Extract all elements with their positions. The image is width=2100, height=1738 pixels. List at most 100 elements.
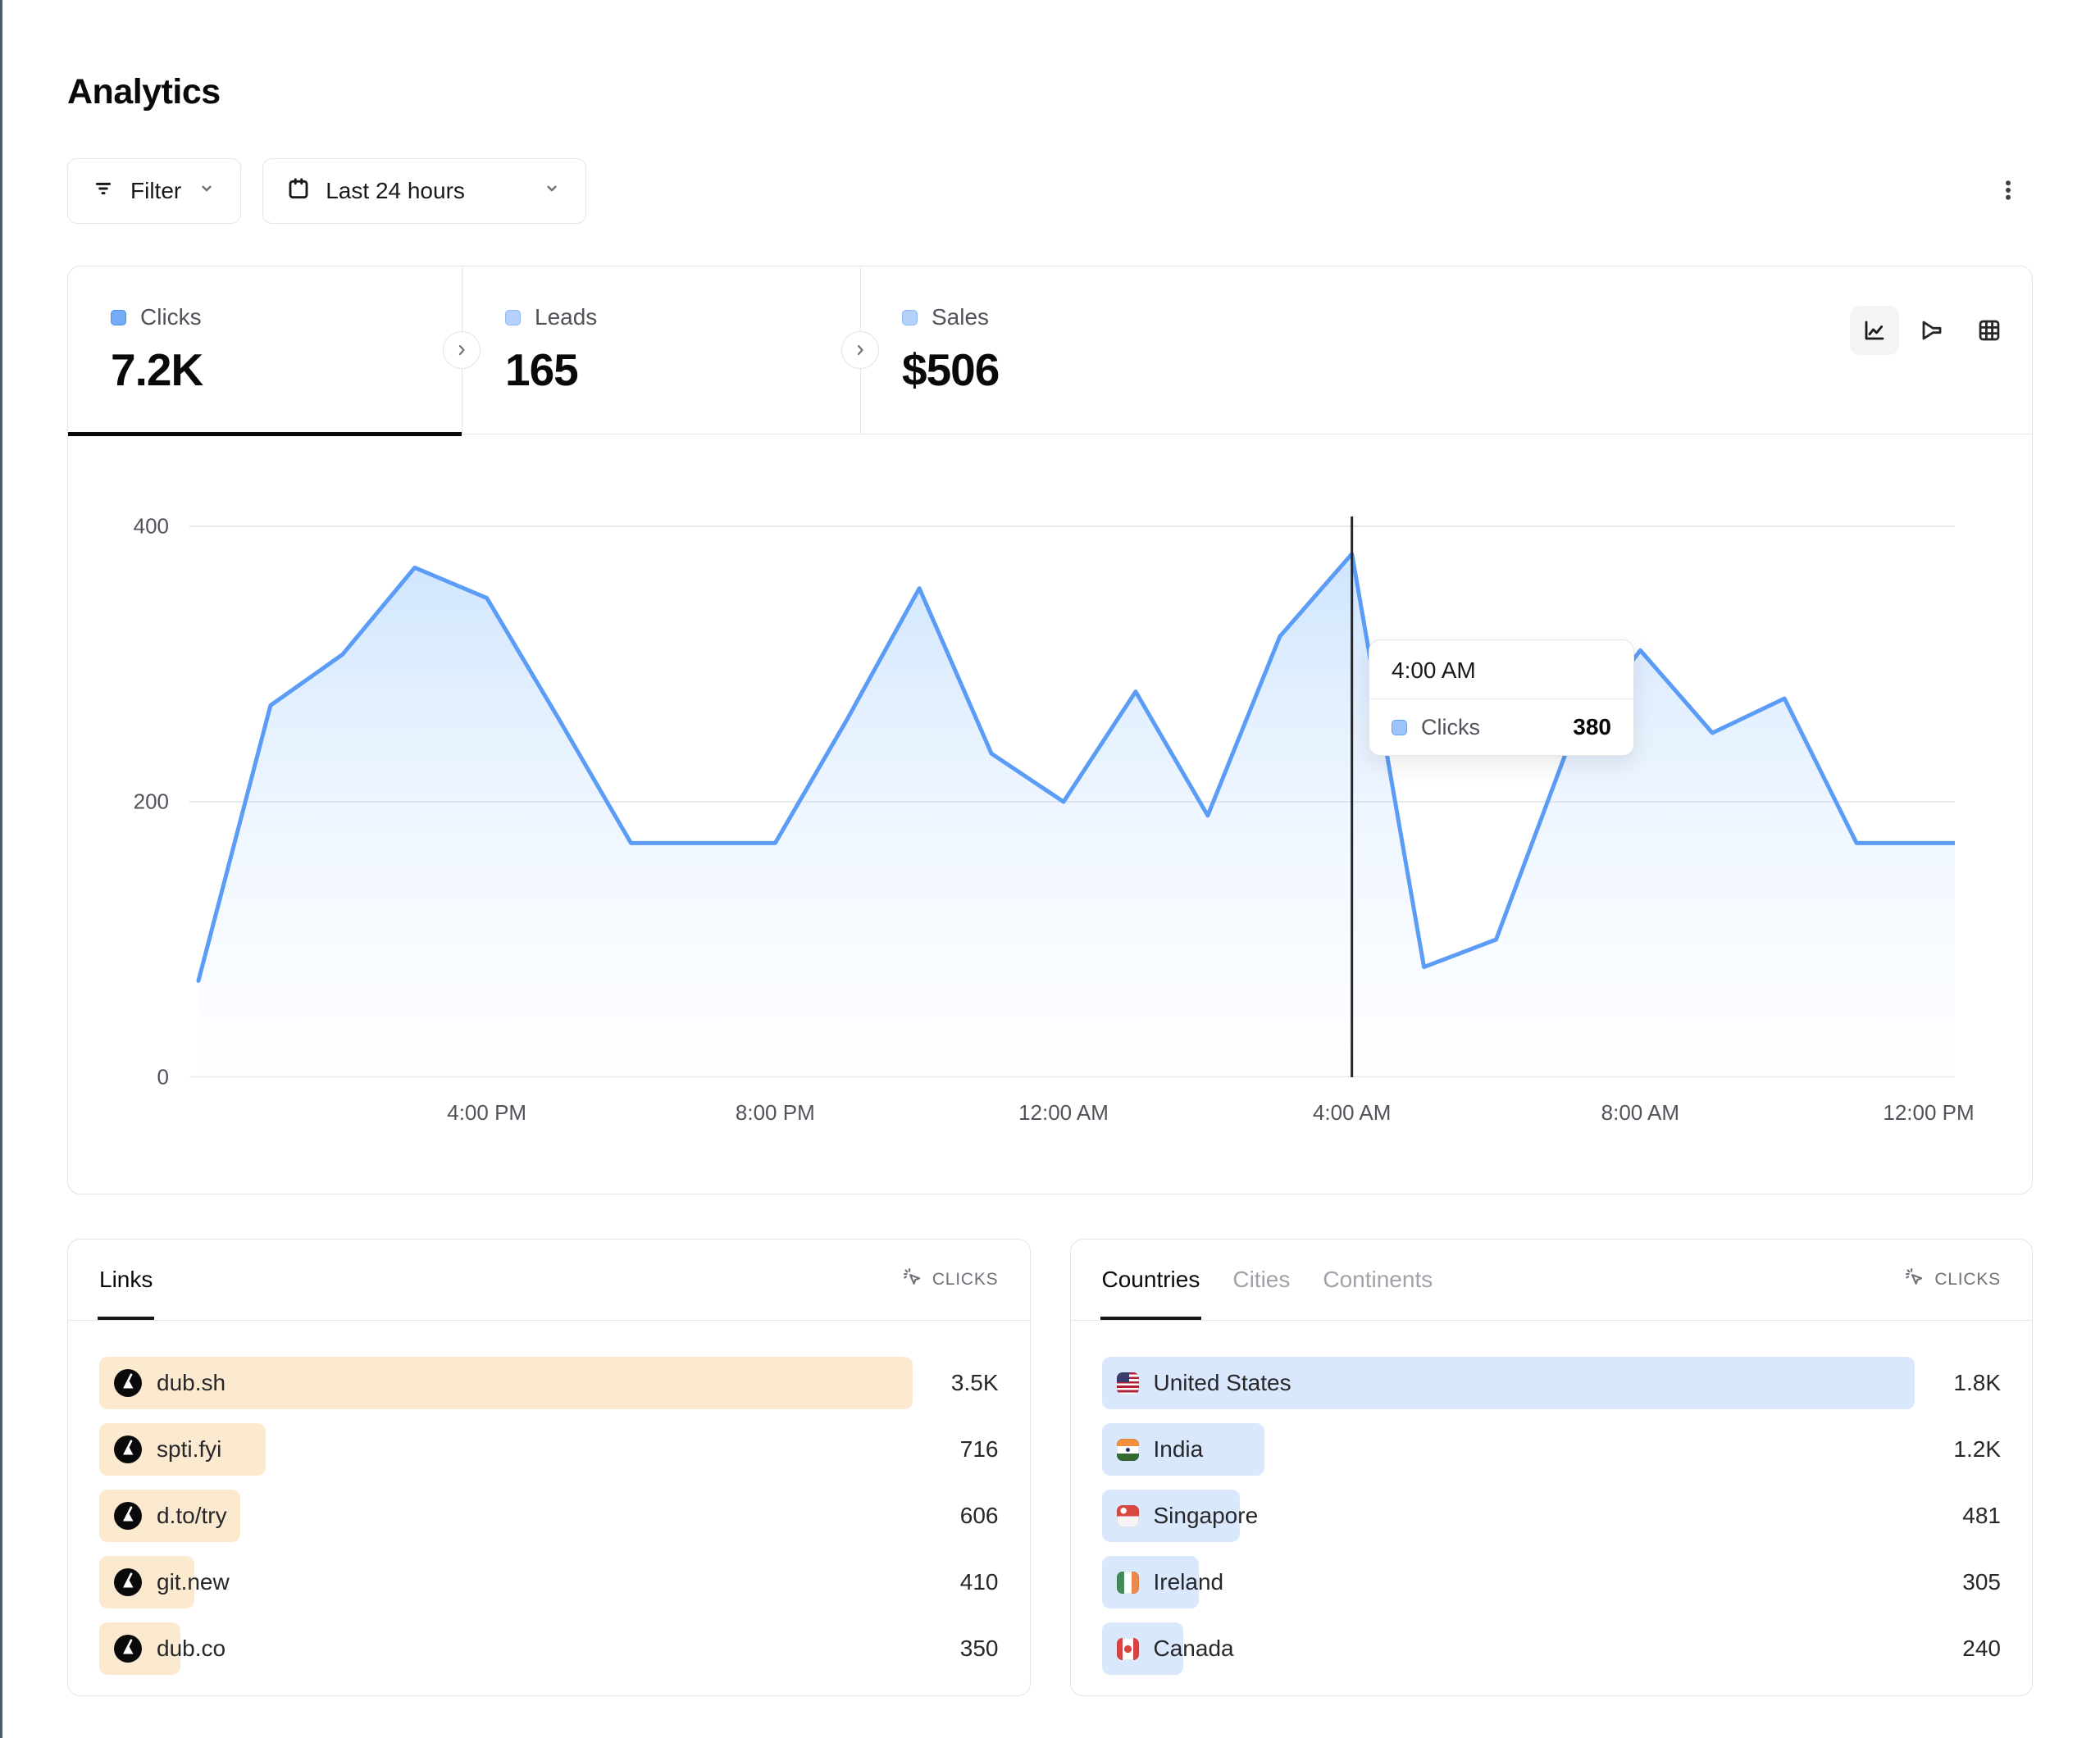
kebab-menu-icon: [1996, 178, 2020, 205]
link-row[interactable]: spti.fyi 716: [99, 1423, 999, 1476]
continents-tab-label: Continents: [1323, 1267, 1433, 1292]
bar-track: git.new: [99, 1556, 913, 1608]
bar-track: Canada: [1101, 1622, 1916, 1675]
tooltip-time: 4:00 AM: [1369, 640, 1633, 699]
row-content: Singapore: [1102, 1490, 1259, 1542]
row-clicks-value: 716: [959, 1436, 999, 1462]
area-chart-canvas: [189, 516, 1955, 1077]
link-row[interactable]: dub.sh 3.5K: [99, 1357, 999, 1409]
row-label: dub.sh: [157, 1370, 226, 1395]
clicks-bar: [99, 1357, 913, 1409]
filter-button-label: Filter: [130, 178, 182, 203]
row-label: Singapore: [1153, 1503, 1259, 1528]
row-label: git.new: [157, 1569, 230, 1595]
dub-logo-icon: [114, 1568, 142, 1596]
dub-logo-icon: [114, 1502, 142, 1530]
row-clicks-value: 1.2K: [1953, 1436, 2001, 1462]
funnel-chart-icon[interactable]: [1907, 306, 1957, 355]
row-content: Canada: [1102, 1622, 1234, 1675]
geo-panel: Countries Cities Continents CLICKS United …: [1069, 1239, 2033, 1696]
links-panel: Links CLICKS dub.sh 3.5K spti.fyi 716 d.to…: [67, 1239, 1031, 1696]
left-edge-accent: [0, 0, 2, 1738]
expand-clicks-chevron[interactable]: [443, 331, 481, 369]
tab-sales[interactable]: Sales $506: [860, 266, 2032, 434]
expand-leads-chevron[interactable]: [841, 331, 879, 369]
leads-tab-label: Leads: [535, 304, 598, 330]
clicks-chart[interactable]: 0 200 400: [68, 434, 2032, 1193]
cities-tab-label: Cities: [1232, 1267, 1291, 1292]
clicks-tab-label: Clicks: [140, 304, 202, 330]
y-tick-label: 200: [133, 789, 169, 814]
row-content: Ireland: [1102, 1556, 1224, 1608]
row-content: dub.sh: [99, 1357, 225, 1409]
row-label: spti.fyi: [157, 1436, 222, 1462]
row-label: Ireland: [1153, 1569, 1224, 1595]
tab-countries[interactable]: Countries: [1100, 1240, 1202, 1320]
x-tick-label: 8:00 AM: [1601, 1100, 1680, 1125]
overflow-menu-button[interactable]: [1984, 165, 2033, 217]
country-row[interactable]: Ireland 305: [1101, 1556, 2001, 1608]
bar-track: India: [1101, 1423, 1916, 1476]
row-content: d.to/try: [99, 1490, 227, 1542]
toolbar: Filter Last 24 hours: [67, 158, 2033, 224]
area-fill: [198, 553, 1955, 1077]
row-clicks-value: 350: [959, 1636, 999, 1661]
sales-tab-label: Sales: [932, 304, 990, 330]
tab-links[interactable]: Links: [97, 1240, 155, 1320]
geo-metric-label: CLICKS: [1934, 1270, 2001, 1289]
link-row[interactable]: git.new 410: [99, 1556, 999, 1608]
line-chart-icon[interactable]: [1850, 306, 1899, 355]
tab-clicks[interactable]: Clicks 7.2K: [68, 266, 462, 436]
x-tick-label: 8:00 PM: [735, 1100, 815, 1125]
stats-tabs: Clicks 7.2K Leads 165 Sales $506: [68, 266, 2032, 436]
row-label: d.to/try: [157, 1503, 227, 1528]
row-clicks-value: 305: [1962, 1569, 2001, 1595]
ie-flag-icon: [1116, 1571, 1139, 1594]
chart-tooltip: 4:00 AM Clicks 380: [1369, 639, 1634, 756]
links-metric-label: CLICKS: [932, 1270, 999, 1289]
row-clicks-value: 1.8K: [1953, 1370, 2001, 1395]
sg-flag-icon: [1116, 1504, 1139, 1527]
tab-cities[interactable]: Cities: [1232, 1240, 1290, 1320]
tooltip-series-swatch-icon: [1392, 719, 1407, 735]
filter-button[interactable]: Filter: [67, 158, 242, 224]
country-row[interactable]: Singapore 481: [1101, 1490, 2001, 1542]
row-clicks-value: 606: [959, 1503, 999, 1528]
links-tab-label: Links: [99, 1267, 153, 1292]
row-label: United States: [1153, 1370, 1291, 1395]
link-row[interactable]: dub.co 350: [99, 1622, 999, 1675]
date-range-button[interactable]: Last 24 hours: [262, 158, 587, 224]
country-row[interactable]: India 1.2K: [1101, 1423, 2001, 1476]
clicks-bar: [1101, 1622, 1183, 1675]
row-content: git.new: [99, 1556, 230, 1608]
link-row[interactable]: d.to/try 606: [99, 1490, 999, 1542]
tab-leads[interactable]: Leads 165: [462, 266, 860, 434]
cursor-click-icon: [1904, 1267, 1925, 1293]
x-tick-label: 4:00 PM: [447, 1100, 527, 1125]
y-tick-label: 0: [157, 1064, 169, 1090]
bar-track: spti.fyi: [99, 1423, 913, 1476]
bar-track: d.to/try: [99, 1490, 913, 1542]
row-content: dub.co: [99, 1622, 225, 1675]
links-metric-header[interactable]: CLICKS: [902, 1240, 999, 1320]
bar-track: dub.sh: [99, 1357, 913, 1409]
tooltip-value: 380: [1573, 714, 1611, 739]
dub-logo-icon: [114, 1435, 142, 1463]
row-content: spti.fyi: [99, 1423, 221, 1476]
tab-continents[interactable]: Continents: [1323, 1240, 1433, 1320]
country-row[interactable]: Canada 240: [1101, 1622, 2001, 1675]
dub-logo-icon: [114, 1635, 142, 1663]
geo-metric-header[interactable]: CLICKS: [1904, 1240, 2001, 1320]
x-tick-label: 4:00 AM: [1312, 1100, 1392, 1125]
clicks-series-swatch-icon: [111, 309, 126, 325]
clicks-value: 7.2K: [111, 344, 203, 395]
dub-logo-icon: [114, 1369, 142, 1397]
bar-track: dub.co: [99, 1622, 913, 1675]
country-row[interactable]: United States 1.8K: [1101, 1357, 2001, 1409]
row-clicks-value: 3.5K: [950, 1370, 999, 1395]
table-grid-icon[interactable]: [1965, 306, 2014, 355]
page-title: Analytics: [67, 72, 221, 111]
calendar-icon: [286, 176, 311, 207]
y-axis-labels: 0 200 400: [68, 484, 189, 1090]
row-clicks-value: 481: [1962, 1503, 2001, 1528]
